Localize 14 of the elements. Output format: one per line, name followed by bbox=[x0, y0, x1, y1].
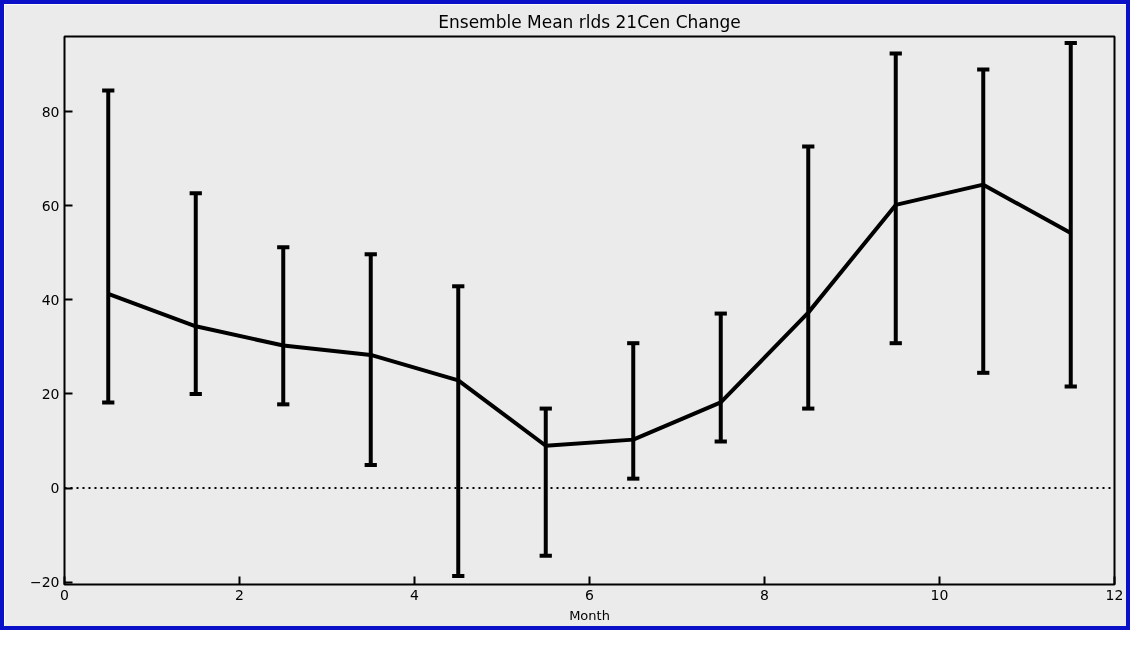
y-tick-label: 80 bbox=[41, 103, 60, 120]
chart-title: Ensemble Mean rlds 21Cen Change bbox=[438, 11, 741, 32]
y-tick-label: 60 bbox=[41, 197, 60, 214]
y-tick-label: 0 bbox=[50, 480, 60, 497]
x-tick-label: 6 bbox=[585, 586, 595, 603]
x-tick-label: 2 bbox=[235, 586, 244, 603]
x-tick-label: 4 bbox=[410, 586, 420, 603]
x-tick-label: 8 bbox=[760, 586, 769, 603]
x-tick-label: 10 bbox=[930, 586, 949, 603]
y-tick-label: 20 bbox=[41, 385, 60, 402]
y-tick-label: 40 bbox=[41, 291, 60, 308]
y-tick-label: −20 bbox=[29, 574, 60, 591]
x-axis-title: Month bbox=[569, 607, 610, 623]
x-tick-label: 12 bbox=[1105, 586, 1124, 603]
